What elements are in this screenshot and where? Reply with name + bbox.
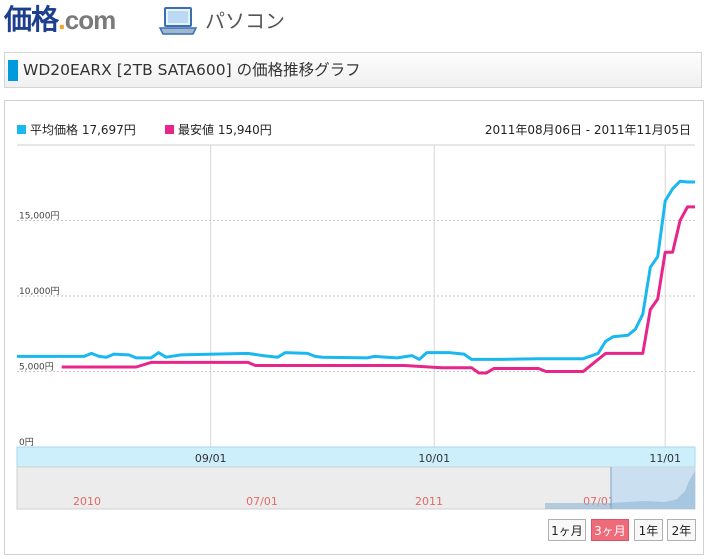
navigator-sparkline — [545, 471, 695, 509]
logo-text: 価格 — [4, 4, 59, 35]
x-tick-label: 11/01 — [649, 452, 681, 465]
logo-dot: . — [58, 4, 66, 35]
laptop-icon — [158, 7, 198, 35]
chart-panel: 平均価格 17,697円 最安値 15,940円 2011年08月06日 - 2… — [4, 100, 704, 555]
kakaku-logo[interactable]: 価格. com — [4, 4, 116, 36]
min-legend-label: 最安値 15,940円 — [178, 122, 272, 137]
logo-com: com — [64, 5, 116, 35]
navigator-label: 2010 — [73, 495, 101, 508]
range-1-month-button[interactable]: 1ヶ月 — [548, 519, 586, 541]
y-tick-label: 15,000円 — [19, 211, 60, 222]
range-3-month-button[interactable]: 3ヶ月 — [591, 519, 629, 541]
y-tick-label: 5,000円 — [19, 362, 54, 373]
page-title: WD20EARX [2TB SATA600] の価格推移グラフ — [23, 61, 361, 79]
price-history-chart[interactable]: 平均価格 17,697円 最安値 15,940円 2011年08月06日 - 2… — [5, 101, 703, 554]
title-accent — [8, 60, 18, 81]
x-axis-band — [16, 446, 696, 468]
y-axis-labels: 0円 5,000円 10,000円 15,000円 — [19, 211, 60, 449]
series — [17, 179, 695, 375]
range-2-year-button[interactable]: 2年 — [667, 519, 696, 541]
category-label[interactable]: パソコン — [205, 9, 285, 33]
range-navigator[interactable] — [16, 466, 696, 510]
navigator-label: 2011 — [415, 495, 443, 508]
date-range-label: 2011年08月06日 - 2011年11月05日 — [485, 123, 691, 137]
x-tick-label: 09/01 — [195, 452, 227, 465]
avg-legend-swatch — [17, 125, 26, 134]
title-bar: WD20EARX [2TB SATA600] の価格推移グラフ — [4, 52, 702, 88]
y-tick-label: 10,000円 — [19, 286, 60, 297]
range-1-year-button[interactable]: 1年 — [634, 519, 663, 541]
avg-price-line — [17, 179, 695, 361]
min-legend-swatch — [165, 125, 174, 134]
avg-legend-label: 平均価格 17,697円 — [30, 122, 136, 137]
min-price-line — [61, 205, 695, 375]
navigator-label: 07/01 — [246, 495, 278, 508]
x-axis-labels: 09/01 10/01 11/01 — [195, 452, 681, 465]
navigator-labels: 2010 07/01 2011 07/01 — [73, 495, 615, 508]
x-tick-label: 10/01 — [418, 452, 450, 465]
grid — [17, 145, 695, 447]
y-tick-label: 0円 — [19, 437, 34, 448]
